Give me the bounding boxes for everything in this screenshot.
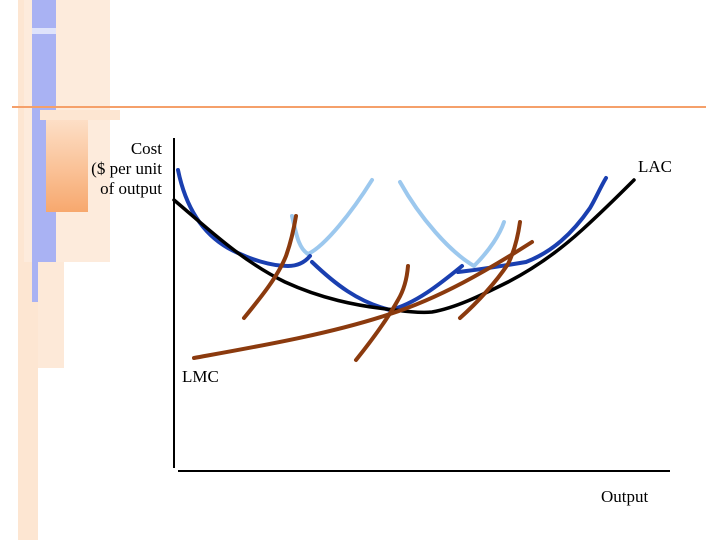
decorative-horizontal-line (12, 106, 706, 108)
lmc-label: LMC (182, 367, 219, 386)
decorative-bar-orange-box (46, 118, 88, 212)
y-axis-label-line-2: ($ per unit (91, 159, 162, 178)
sac-light-curve-3 (398, 180, 506, 269)
y-axis-label-line-3: of output (100, 179, 162, 198)
sac-curve-2 (310, 260, 464, 313)
smc-curve-3 (458, 220, 522, 320)
sac-light-curve-2 (290, 178, 374, 257)
lac-curve (172, 178, 636, 315)
smc-curve-2 (354, 264, 410, 362)
decorative-bar-peach-3 (38, 262, 64, 368)
x-axis-label: Output (601, 487, 649, 506)
sac-curve-1 (176, 168, 312, 269)
y-axis-label-line-1: Cost (130, 139, 162, 158)
decorative-bar-peach-4 (40, 110, 120, 120)
lac-label: LAC (638, 157, 672, 176)
decorative-bar-blue-2 (32, 28, 56, 34)
y-axis-label: Cost ($ per unit of output (91, 139, 162, 199)
lmc-curve (192, 240, 534, 360)
smc-curve-1 (242, 214, 298, 320)
